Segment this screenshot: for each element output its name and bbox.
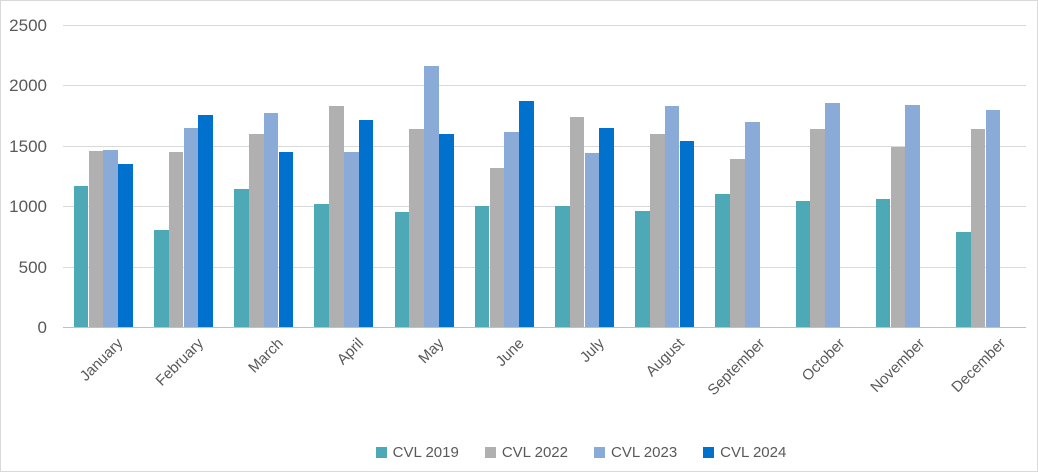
bar-october-cvl-2022 xyxy=(810,128,826,328)
bar-june-cvl-2022 xyxy=(489,167,505,328)
bar-july-cvl-2019 xyxy=(554,206,570,328)
x-label-november: November xyxy=(867,335,929,396)
y-tick-label-2500: 2500 xyxy=(9,15,47,35)
y-tick-label-2000: 2000 xyxy=(9,76,47,96)
bar-may-cvl-2019 xyxy=(394,212,410,328)
gridline-500 xyxy=(63,266,1026,268)
bar-july-cvl-2023 xyxy=(584,152,600,328)
gridline-2000 xyxy=(63,85,1026,87)
legend-item-cvl-2022: CVL 2022 xyxy=(484,443,568,461)
legend-swatch-cvl-2022 xyxy=(484,446,496,458)
bar-march-cvl-2022 xyxy=(248,133,264,328)
bar-august-cvl-2024 xyxy=(679,140,695,328)
x-label-february: February xyxy=(152,335,207,390)
bar-february-cvl-2023 xyxy=(183,128,199,328)
bar-december-cvl-2019 xyxy=(955,232,971,328)
x-label-october: October xyxy=(798,335,849,385)
x-label-september: September xyxy=(704,335,769,399)
bar-april-cvl-2023 xyxy=(343,151,359,328)
legend-swatch-cvl-2019 xyxy=(375,446,387,458)
y-tick-label-1500: 1500 xyxy=(9,136,47,156)
x-label-december: December xyxy=(947,335,1009,396)
x-label-january: January xyxy=(76,335,127,385)
legend-swatch-cvl-2023 xyxy=(594,446,605,458)
bar-september-cvl-2019 xyxy=(715,194,731,328)
gridline-1500 xyxy=(63,145,1026,147)
gridline-0 xyxy=(63,327,1026,329)
bar-november-cvl-2022 xyxy=(890,146,906,328)
bar-september-cvl-2022 xyxy=(730,159,745,328)
bar-july-cvl-2024 xyxy=(599,127,615,328)
y-tick-label-0: 0 xyxy=(37,318,47,338)
bar-october-cvl-2023 xyxy=(825,102,840,328)
bar-april-cvl-2019 xyxy=(314,203,330,328)
bar-october-cvl-2019 xyxy=(795,201,811,328)
gridline-2500 xyxy=(63,24,1026,26)
gridline-1000 xyxy=(63,206,1026,208)
legend-swatch-cvl-2024 xyxy=(703,446,715,458)
bar-february-cvl-2024 xyxy=(198,114,214,328)
bar-march-cvl-2019 xyxy=(234,189,249,328)
y-tick-label-1000: 1000 xyxy=(9,197,47,217)
bar-december-cvl-2023 xyxy=(985,110,1001,328)
bar-february-cvl-2022 xyxy=(168,151,184,328)
bar-may-cvl-2023 xyxy=(424,65,439,328)
bar-september-cvl-2023 xyxy=(744,122,760,328)
bar-march-cvl-2023 xyxy=(263,113,279,328)
legend: CVL 2019 CVL 2022 CVL 2023 CVL 2024 xyxy=(1,439,1037,465)
bar-june-cvl-2024 xyxy=(519,100,534,328)
bar-july-cvl-2022 xyxy=(569,116,585,328)
bar-april-cvl-2022 xyxy=(329,106,344,328)
legend-item-cvl-2023: CVL 2023 xyxy=(594,444,677,461)
bar-may-cvl-2024 xyxy=(438,133,454,328)
bar-august-cvl-2022 xyxy=(649,133,665,328)
bar-august-cvl-2023 xyxy=(664,106,680,328)
x-label-june: June xyxy=(492,335,528,371)
x-label-july: July xyxy=(576,335,608,366)
x-label-april: April xyxy=(333,335,368,369)
legend-item-cvl-2024: CVL 2024 xyxy=(703,444,786,461)
x-label-may: May xyxy=(415,335,448,368)
bar-august-cvl-2019 xyxy=(635,211,650,328)
bar-february-cvl-2019 xyxy=(153,230,169,328)
y-tick-label-500: 500 xyxy=(18,257,47,277)
bar-november-cvl-2023 xyxy=(905,104,921,328)
bar-january-cvl-2022 xyxy=(88,150,104,328)
bar-june-cvl-2019 xyxy=(474,206,490,328)
bar-january-cvl-2024 xyxy=(118,163,133,328)
x-label-march: March xyxy=(245,335,288,377)
bar-january-cvl-2023 xyxy=(103,149,119,328)
bar-january-cvl-2019 xyxy=(73,185,89,328)
bar-december-cvl-2022 xyxy=(970,128,986,328)
bar-june-cvl-2023 xyxy=(504,131,520,328)
bar-november-cvl-2019 xyxy=(875,199,891,328)
legend-label-cvl-2022: CVL 2022 xyxy=(501,443,568,461)
legend-label-cvl-2023: CVL 2023 xyxy=(611,443,678,461)
bar-april-cvl-2024 xyxy=(358,120,374,328)
x-label-august: August xyxy=(642,335,689,381)
legend-label-cvl-2019: CVL 2019 xyxy=(392,443,459,461)
legend-label-cvl-2024: CVL 2024 xyxy=(720,443,787,461)
bar-march-cvl-2024 xyxy=(278,151,294,328)
legend-item-cvl-2019: CVL 2019 xyxy=(375,443,459,461)
bar-may-cvl-2022 xyxy=(409,129,425,328)
